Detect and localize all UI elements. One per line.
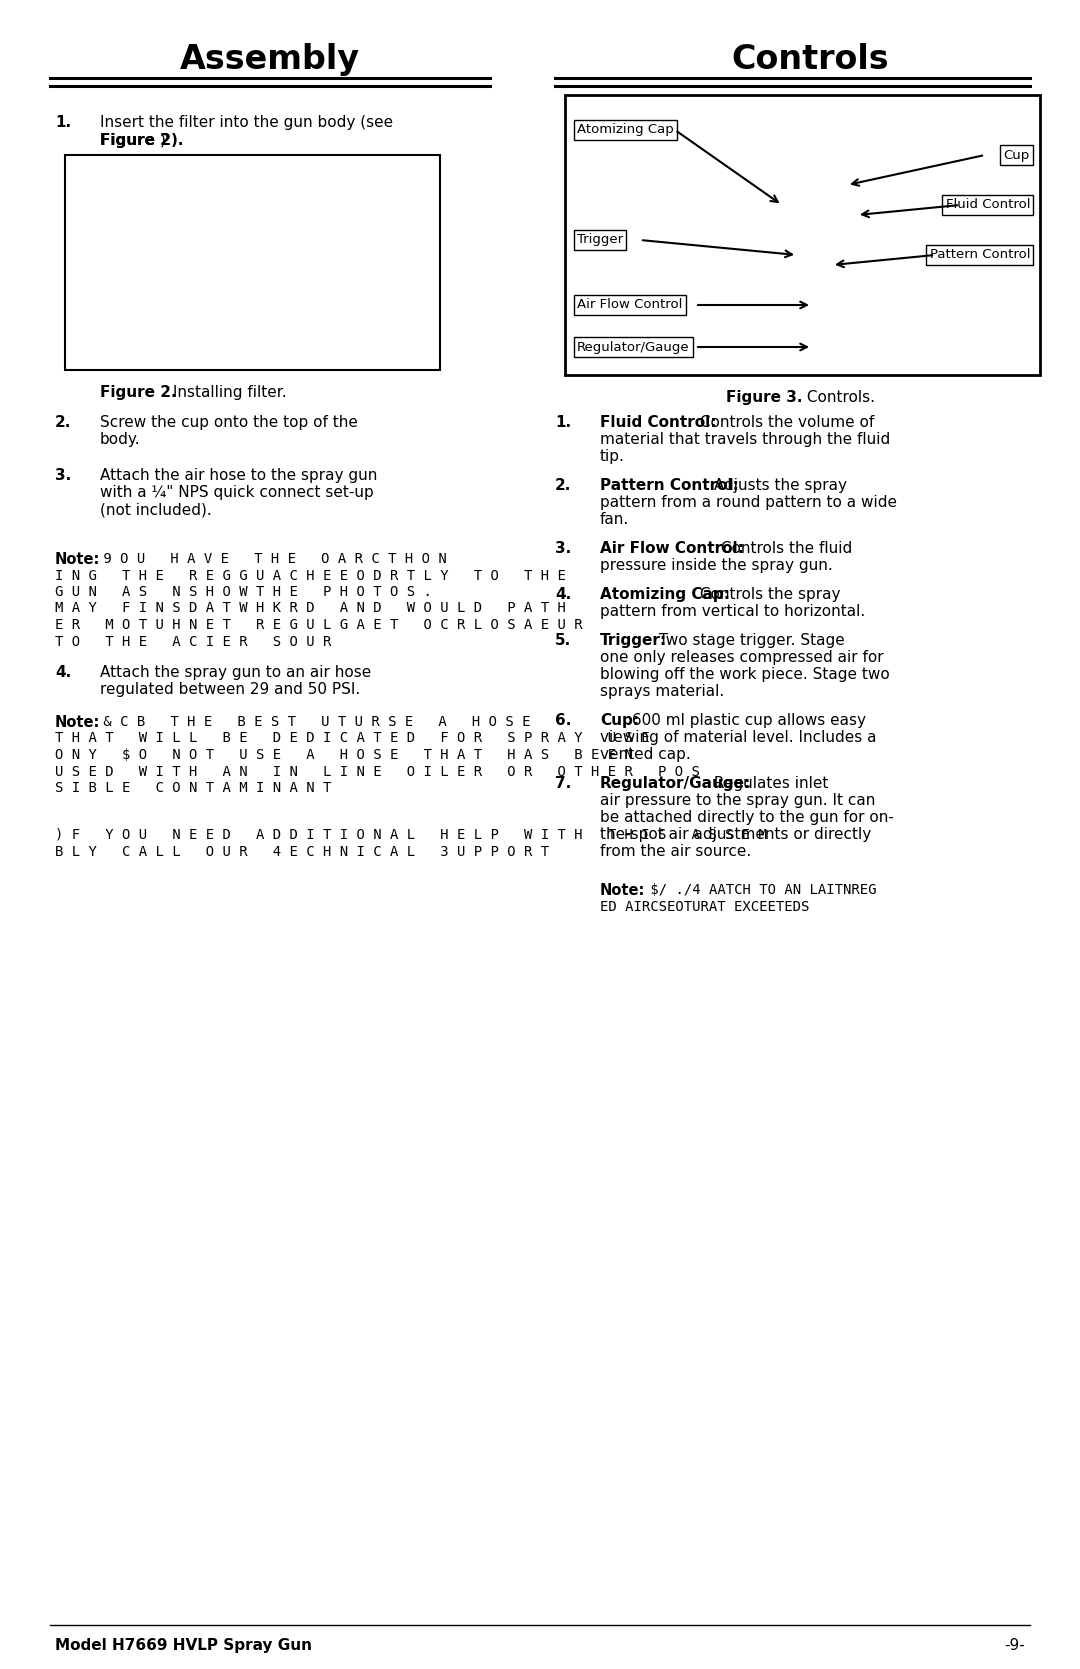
Text: T O   T H E   A C I E R   S O U R: T O T H E A C I E R S O U R xyxy=(55,634,332,649)
Text: 9 O U   H A V E   T H E   O A R C T H O N: 9 O U H A V E T H E O A R C T H O N xyxy=(95,552,447,566)
Text: Air Flow Control: Air Flow Control xyxy=(577,299,683,312)
Text: Attach the air hose to the spray gun
with a ¼" NPS quick connect set-up
(not inc: Attach the air hose to the spray gun wit… xyxy=(100,467,377,517)
Text: ).: ). xyxy=(160,134,171,149)
Text: G U N   A S   N S H O W T H E   P H O T O S .: G U N A S N S H O W T H E P H O T O S . xyxy=(55,586,432,599)
Text: viewing of material level. Includes a: viewing of material level. Includes a xyxy=(600,729,877,744)
Text: Figure 2.: Figure 2. xyxy=(100,386,177,401)
Text: Trigger:: Trigger: xyxy=(600,633,667,648)
Text: B L Y   C A L L   O U R   4 E C H N I C A L   3 U P P O R T: B L Y C A L L O U R 4 E C H N I C A L 3 … xyxy=(55,845,549,858)
Text: pattern from a round pattern to a wide: pattern from a round pattern to a wide xyxy=(600,496,897,511)
Text: Cup: Cup xyxy=(1003,149,1030,162)
Text: pressure inside the spray gun.: pressure inside the spray gun. xyxy=(600,557,833,572)
Text: S I B L E   C O N T A M I N A N T: S I B L E C O N T A M I N A N T xyxy=(55,781,332,794)
Text: Insert the filter into the gun body (see: Insert the filter into the gun body (see xyxy=(100,115,393,130)
Text: Figure 2: Figure 2 xyxy=(100,134,171,149)
Text: E R   M O T U H N E T   R E G U L G A E T   O C R L O S A E U R: E R M O T U H N E T R E G U L G A E T O … xyxy=(55,618,582,633)
Text: 5.: 5. xyxy=(555,633,571,648)
Text: 600 ml plastic cup allows easy: 600 ml plastic cup allows easy xyxy=(627,713,866,728)
Text: O N Y   $ O   N O T   U S E   A   H O S E   T H A T   H A S   B E E N: O N Y $ O N O T U S E A H O S E T H A T … xyxy=(55,748,633,763)
Text: blowing off the work piece. Stage two: blowing off the work piece. Stage two xyxy=(600,668,890,683)
Text: Regulator/Gauge:: Regulator/Gauge: xyxy=(600,776,752,791)
Text: I N G   T H E   R E G G U A C H E E O D R T L Y   T O   T H E: I N G T H E R E G G U A C H E E O D R T … xyxy=(55,569,566,582)
Text: Attach the spray gun to an air hose
regulated between 29 and 50 PSI.: Attach the spray gun to an air hose regu… xyxy=(100,664,372,698)
Text: Air Flow Control:: Air Flow Control: xyxy=(600,541,744,556)
Text: Screw the cup onto the top of the
body.: Screw the cup onto the top of the body. xyxy=(100,416,357,447)
Text: fan.: fan. xyxy=(600,512,630,527)
Text: Two stage trigger. Stage: Two stage trigger. Stage xyxy=(654,633,846,648)
Bar xyxy=(565,95,1040,376)
Text: sprays material.: sprays material. xyxy=(600,684,725,699)
Text: 3.: 3. xyxy=(55,467,71,482)
Text: Atomizing Cap: Atomizing Cap xyxy=(577,124,674,137)
Text: Atomizing Cap:: Atomizing Cap: xyxy=(600,587,730,603)
Text: Trigger: Trigger xyxy=(577,234,623,247)
Text: pattern from vertical to horizontal.: pattern from vertical to horizontal. xyxy=(600,604,865,619)
Text: air pressure to the spray gun. It can: air pressure to the spray gun. It can xyxy=(600,793,876,808)
Text: 1.: 1. xyxy=(55,115,71,130)
Text: Adjusts the spray: Adjusts the spray xyxy=(708,477,847,492)
Text: 4.: 4. xyxy=(555,587,571,603)
Text: Note:: Note: xyxy=(55,552,100,567)
Text: ED AIRCSEOTURAT EXCEETEDS: ED AIRCSEOTURAT EXCEETEDS xyxy=(600,900,809,915)
Text: Controls.: Controls. xyxy=(802,391,876,406)
Text: Note:: Note: xyxy=(55,714,100,729)
Text: $/ ./4 AATCH TO AN LAITNREG: $/ ./4 AATCH TO AN LAITNREG xyxy=(642,883,877,896)
Text: be attached directly to the gun for on-: be attached directly to the gun for on- xyxy=(600,809,894,824)
Text: Figure 3.: Figure 3. xyxy=(726,391,802,406)
Text: 3.: 3. xyxy=(555,541,571,556)
Text: tip.: tip. xyxy=(600,449,625,464)
Text: from the air source.: from the air source. xyxy=(600,845,752,860)
Text: Pattern Control: Pattern Control xyxy=(930,249,1030,262)
Text: one only releases compressed air for: one only releases compressed air for xyxy=(600,649,883,664)
Text: Cup:: Cup: xyxy=(600,713,639,728)
Text: the-spot air adjustments or directly: the-spot air adjustments or directly xyxy=(600,828,872,841)
Text: Pattern Control:: Pattern Control: xyxy=(600,477,739,492)
Text: 6.: 6. xyxy=(555,713,571,728)
Text: 7.: 7. xyxy=(555,776,571,791)
Text: vented cap.: vented cap. xyxy=(600,748,691,763)
Text: Regulator/Gauge: Regulator/Gauge xyxy=(577,340,690,354)
Text: Fluid Control: Fluid Control xyxy=(945,199,1030,212)
Text: 1.: 1. xyxy=(555,416,571,431)
Text: 2.: 2. xyxy=(555,477,571,492)
Text: T H A T   W I L L   B E   D E D I C A T E D   F O R   S P R A Y   U S E: T H A T W I L L B E D E D I C A T E D F … xyxy=(55,731,650,746)
Text: Controls: Controls xyxy=(731,43,889,77)
Bar xyxy=(65,155,440,371)
Text: Fluid Control:: Fluid Control: xyxy=(600,416,716,431)
Text: U S E D   W I T H   A N   I N   L I N E   O I L E R   O R   O T H E R   P O S: U S E D W I T H A N I N L I N E O I L E … xyxy=(55,764,700,778)
Text: Regulates inlet: Regulates inlet xyxy=(708,776,828,791)
Text: Note:: Note: xyxy=(600,883,646,898)
Text: -9-: -9- xyxy=(1004,1637,1025,1652)
Text: material that travels through the fluid: material that travels through the fluid xyxy=(600,432,890,447)
Text: Assembly: Assembly xyxy=(180,43,360,77)
Text: M A Y   F I N S D A T W H K R D   A N D   W O U L D   P A T H: M A Y F I N S D A T W H K R D A N D W O … xyxy=(55,601,566,616)
Text: ) F   Y O U   N E E D   A D D I T I O N A L   H E L P   W I T H   T H I S   A S : ) F Y O U N E E D A D D I T I O N A L H … xyxy=(55,828,767,841)
Text: Model H7669 HVLP Spray Gun: Model H7669 HVLP Spray Gun xyxy=(55,1637,312,1652)
Text: 4.: 4. xyxy=(55,664,71,679)
Text: Controls the spray: Controls the spray xyxy=(696,587,840,603)
Text: Controls the fluid: Controls the fluid xyxy=(716,541,852,556)
Text: & C B   T H E   B E S T   U T U R S E   A   H O S E: & C B T H E B E S T U T U R S E A H O S … xyxy=(95,714,530,729)
Text: Figure 2).: Figure 2). xyxy=(100,134,184,149)
Text: Installing filter.: Installing filter. xyxy=(167,386,286,401)
Text: Controls the volume of: Controls the volume of xyxy=(696,416,875,431)
Text: 2.: 2. xyxy=(55,416,71,431)
